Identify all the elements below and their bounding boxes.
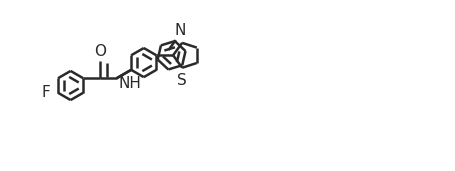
Text: F: F (41, 85, 50, 100)
Text: S: S (177, 73, 187, 88)
Text: N: N (174, 23, 186, 38)
Text: NH: NH (119, 76, 142, 91)
Text: O: O (94, 44, 106, 59)
